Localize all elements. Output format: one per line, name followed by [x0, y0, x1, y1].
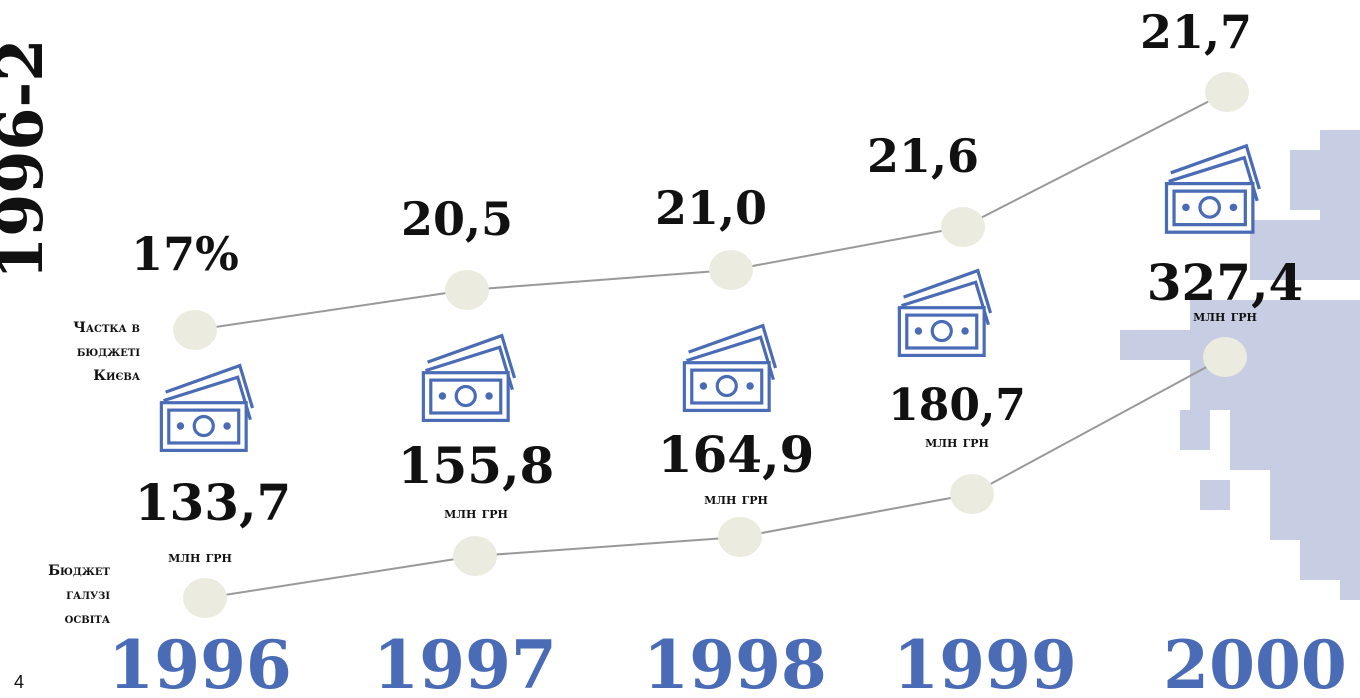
share-value: 21,6 — [867, 129, 979, 183]
share-value: 21,7 — [1140, 5, 1252, 59]
slide: 1996-2 4 17% 133,7 млн грн 1996 20,5 155,8 млн… — [0, 0, 1360, 698]
share-label: бюджеті — [77, 344, 140, 360]
budget-label: Бюджет — [48, 563, 110, 579]
budget-value: 155,8 — [398, 436, 555, 495]
share-label: Києва — [93, 368, 141, 384]
budget-unit: млн грн — [925, 433, 989, 451]
title: 1996-2 — [0, 39, 57, 280]
budget-unit: млн грн — [168, 548, 232, 566]
year-label: 1998 — [643, 626, 827, 698]
budget-value: 180,7 — [888, 380, 1026, 431]
share-label: Частка в — [73, 320, 140, 336]
year-label: 1996 — [108, 626, 292, 698]
year-label: 2000 — [1163, 626, 1347, 698]
budget-unit: млн грн — [444, 504, 508, 522]
budget-label: освіта — [65, 611, 111, 627]
year-label: 1997 — [373, 626, 557, 698]
page: {"title":"1996-2", "share_label":["Частк… — [0, 0, 1360, 698]
budget-unit: млн грн — [704, 490, 768, 508]
budget-unit: млн грн — [1193, 307, 1257, 325]
budget-value: 164,9 — [658, 425, 815, 484]
share-value: 20,5 — [401, 192, 513, 246]
share-value: 17% — [131, 227, 239, 281]
budget-value: 133,7 — [135, 473, 292, 532]
budget-value: 327,4 — [1147, 253, 1304, 312]
page-number: 4 — [14, 672, 24, 692]
share-value: 21,0 — [655, 181, 767, 235]
budget-label: галузі — [66, 587, 110, 603]
year-label: 1999 — [893, 626, 1077, 698]
